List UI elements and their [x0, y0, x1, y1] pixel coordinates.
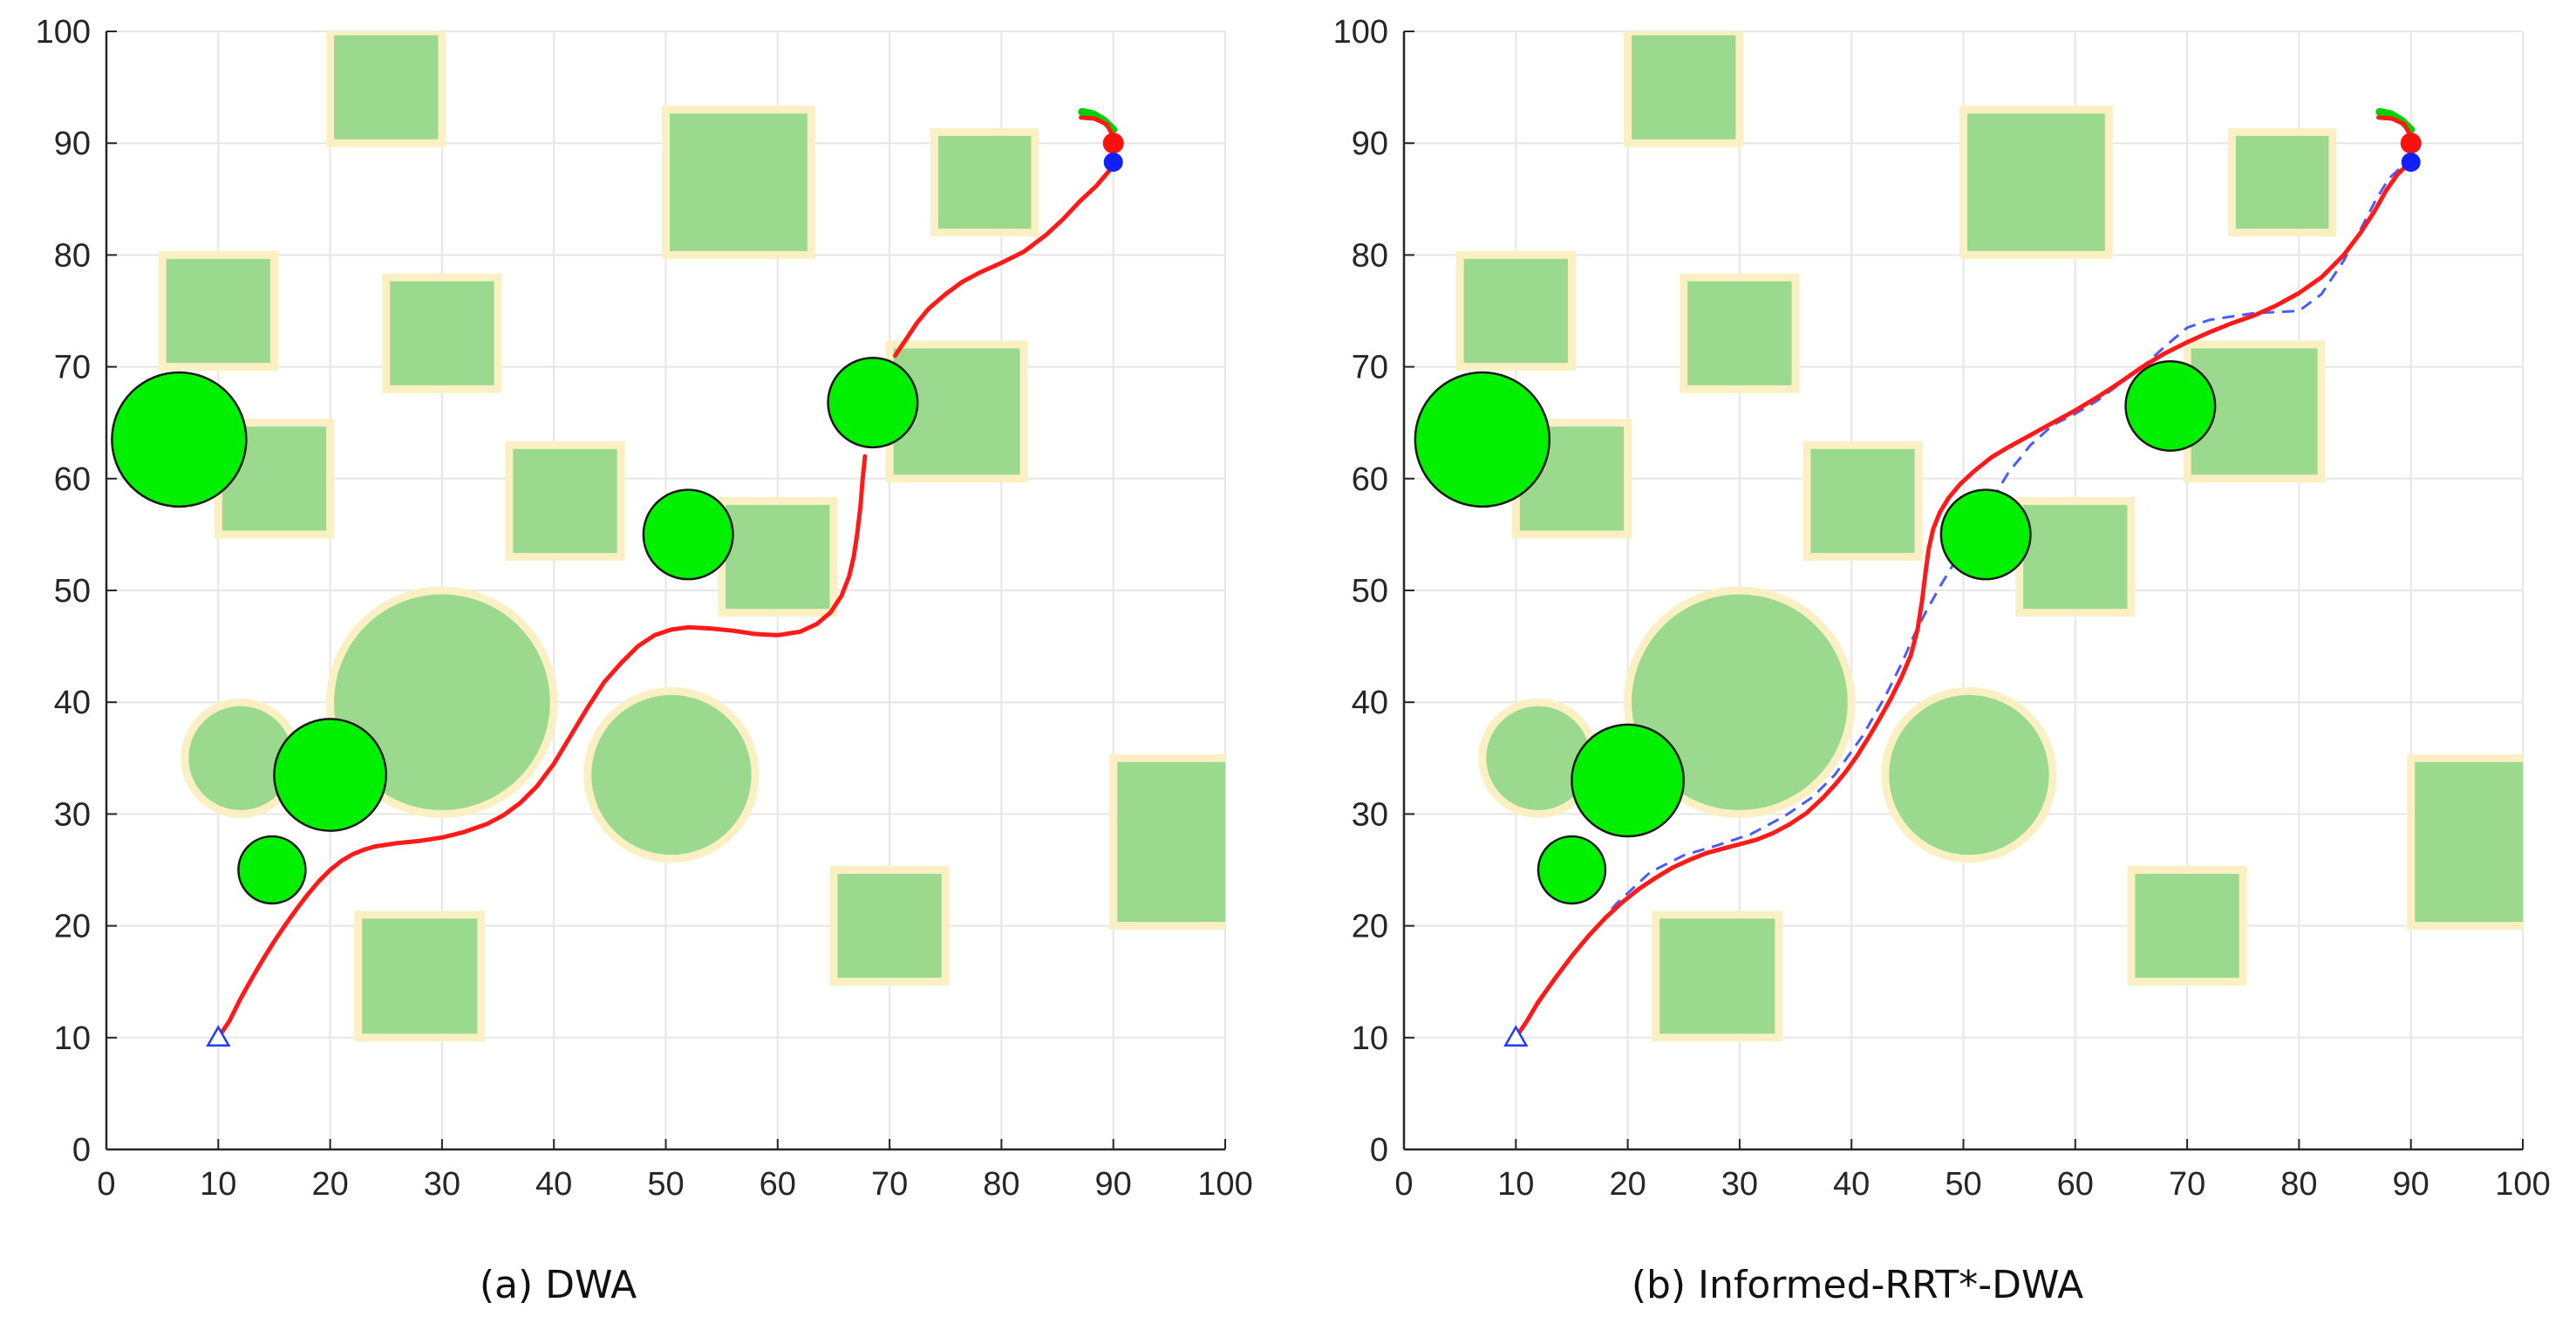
start-marker: [1503, 1025, 1529, 1047]
global-path: [1515, 164, 2404, 1039]
y-tick-label: 30: [54, 796, 91, 833]
robot-trajectory: [1513, 163, 2409, 1040]
y-tick-label: 40: [1352, 685, 1388, 721]
caption-a: (a) DWA: [480, 1263, 637, 1307]
x-tick-label: 80: [983, 1166, 1019, 1203]
static-obstacle-rect: [1803, 440, 1923, 562]
y-tick-label: 30: [1352, 796, 1388, 833]
y-tick-label: 90: [1352, 126, 1388, 162]
y-tick-label: 60: [54, 461, 91, 498]
robot-end-marker: [2401, 152, 2421, 172]
x-tick-label: 50: [647, 1166, 684, 1203]
y-tick-label: 20: [54, 909, 91, 945]
x-tick-label: 90: [2393, 1166, 2429, 1203]
dynamic-obstacle: [111, 371, 248, 508]
static-obstacle-rect: [2227, 127, 2337, 237]
robot-end-marker: [1103, 152, 1123, 172]
dynamic-obstacle: [273, 718, 388, 832]
x-tick-label: 20: [311, 1166, 348, 1203]
x-tick-label: 10: [200, 1166, 236, 1203]
y-tick-label: 70: [54, 350, 91, 386]
static-obstacle-rect: [1624, 31, 1744, 147]
x-tick-label: 0: [1394, 1166, 1413, 1203]
plot-content: [1414, 31, 2523, 1047]
y-tick-label: 50: [1352, 573, 1388, 610]
static-obstacle-rect: [2015, 496, 2136, 617]
x-tick-label: 100: [1197, 1166, 1252, 1203]
panel-informed-rrt-dwa: 0 10 20 30 40 50 60 70 80 90 100 0 10 20 30 40 50 60 70 80 9…: [1333, 14, 2551, 1203]
y-tick-label: 100: [1333, 14, 1388, 51]
x-tick-label: 60: [760, 1166, 796, 1203]
goal-marker: [2400, 133, 2422, 154]
static-obstacle-rect: [1652, 910, 1783, 1042]
dynamic-obstacle: [827, 357, 919, 449]
y-tick-label: 100: [36, 14, 91, 51]
x-tick-label: 20: [1609, 1166, 1646, 1203]
x-tick-label: 80: [2280, 1166, 2317, 1203]
x-tick-label: 70: [2169, 1166, 2205, 1203]
static-obstacle-rect: [2127, 866, 2247, 986]
static-obstacle-rect: [1680, 273, 1800, 393]
static-obstacle-rect: [718, 496, 838, 617]
caption-b: (b) Informed-RRT*-DWA: [1632, 1263, 2083, 1307]
dynamic-obstacle: [1414, 371, 1551, 508]
y-tick-label: 80: [1352, 237, 1388, 274]
x-tick-label: 60: [2057, 1166, 2094, 1203]
static-obstacle-rect: [1455, 250, 1576, 372]
dynamic-obstacle: [1939, 488, 2032, 581]
robot-trajectory-segment: [893, 160, 1117, 358]
y-tick-label: 70: [1352, 350, 1388, 386]
static-obstacle-rect: [930, 127, 1039, 237]
y-tick-label: 80: [54, 237, 91, 274]
dynamic-obstacle: [2124, 359, 2217, 452]
x-tick-label: 40: [535, 1166, 572, 1203]
y-tick-label: 40: [54, 685, 91, 721]
static-obstacle-rect: [1109, 754, 1225, 931]
panel-dwa: 0 10 20 30 40 50 60 70 80 90 100 0 10 20 30 40 50 60 70 80 9…: [36, 14, 1253, 1203]
x-tick-label: 10: [1497, 1166, 1534, 1203]
y-tick-label: 50: [54, 573, 91, 610]
static-obstacle-rect: [505, 440, 625, 562]
static-obstacle-rect: [158, 250, 278, 372]
static-obstacle-rect: [354, 910, 486, 1042]
static-obstacle-rect: [662, 106, 815, 259]
goal-marker: [1102, 133, 1124, 154]
y-tick-label: 20: [1352, 909, 1388, 945]
dynamic-obstacle: [1537, 835, 1607, 905]
static-obstacle-circle: [326, 586, 558, 818]
y-tick-label: 10: [54, 1020, 91, 1057]
robot-trajectory: [215, 454, 868, 1040]
x-tick-label: 100: [2495, 1166, 2550, 1203]
x-tick-label: 0: [97, 1166, 115, 1203]
static-obstacle-rect: [829, 866, 950, 986]
static-obstacle-rect: [326, 31, 446, 147]
x-tick-label: 70: [871, 1166, 908, 1203]
dynamic-obstacle: [1571, 723, 1685, 838]
x-tick-label: 40: [1833, 1166, 1870, 1203]
static-obstacle-rect: [382, 273, 502, 393]
static-obstacle-rect: [1959, 106, 2113, 259]
y-tick-label: 0: [72, 1132, 91, 1169]
y-tick-label: 10: [1352, 1020, 1388, 1057]
x-tick-label: 90: [1095, 1166, 1132, 1203]
start-marker: [206, 1025, 231, 1047]
static-obstacle-circle: [583, 686, 760, 863]
static-obstacle-rect: [2407, 754, 2523, 931]
x-tick-label: 50: [1945, 1166, 1981, 1203]
x-tick-label: 30: [424, 1166, 460, 1203]
dynamic-obstacle: [237, 835, 307, 905]
plot-content: [111, 31, 1225, 1047]
y-tick-label: 60: [1352, 461, 1388, 498]
y-tick-label: 90: [54, 126, 91, 162]
static-obstacle-circle: [1881, 686, 2057, 863]
dynamic-obstacle: [642, 488, 734, 581]
y-tick-label: 0: [1370, 1132, 1388, 1169]
x-tick-label: 30: [1721, 1166, 1758, 1203]
static-obstacle-circle: [1624, 586, 1856, 818]
